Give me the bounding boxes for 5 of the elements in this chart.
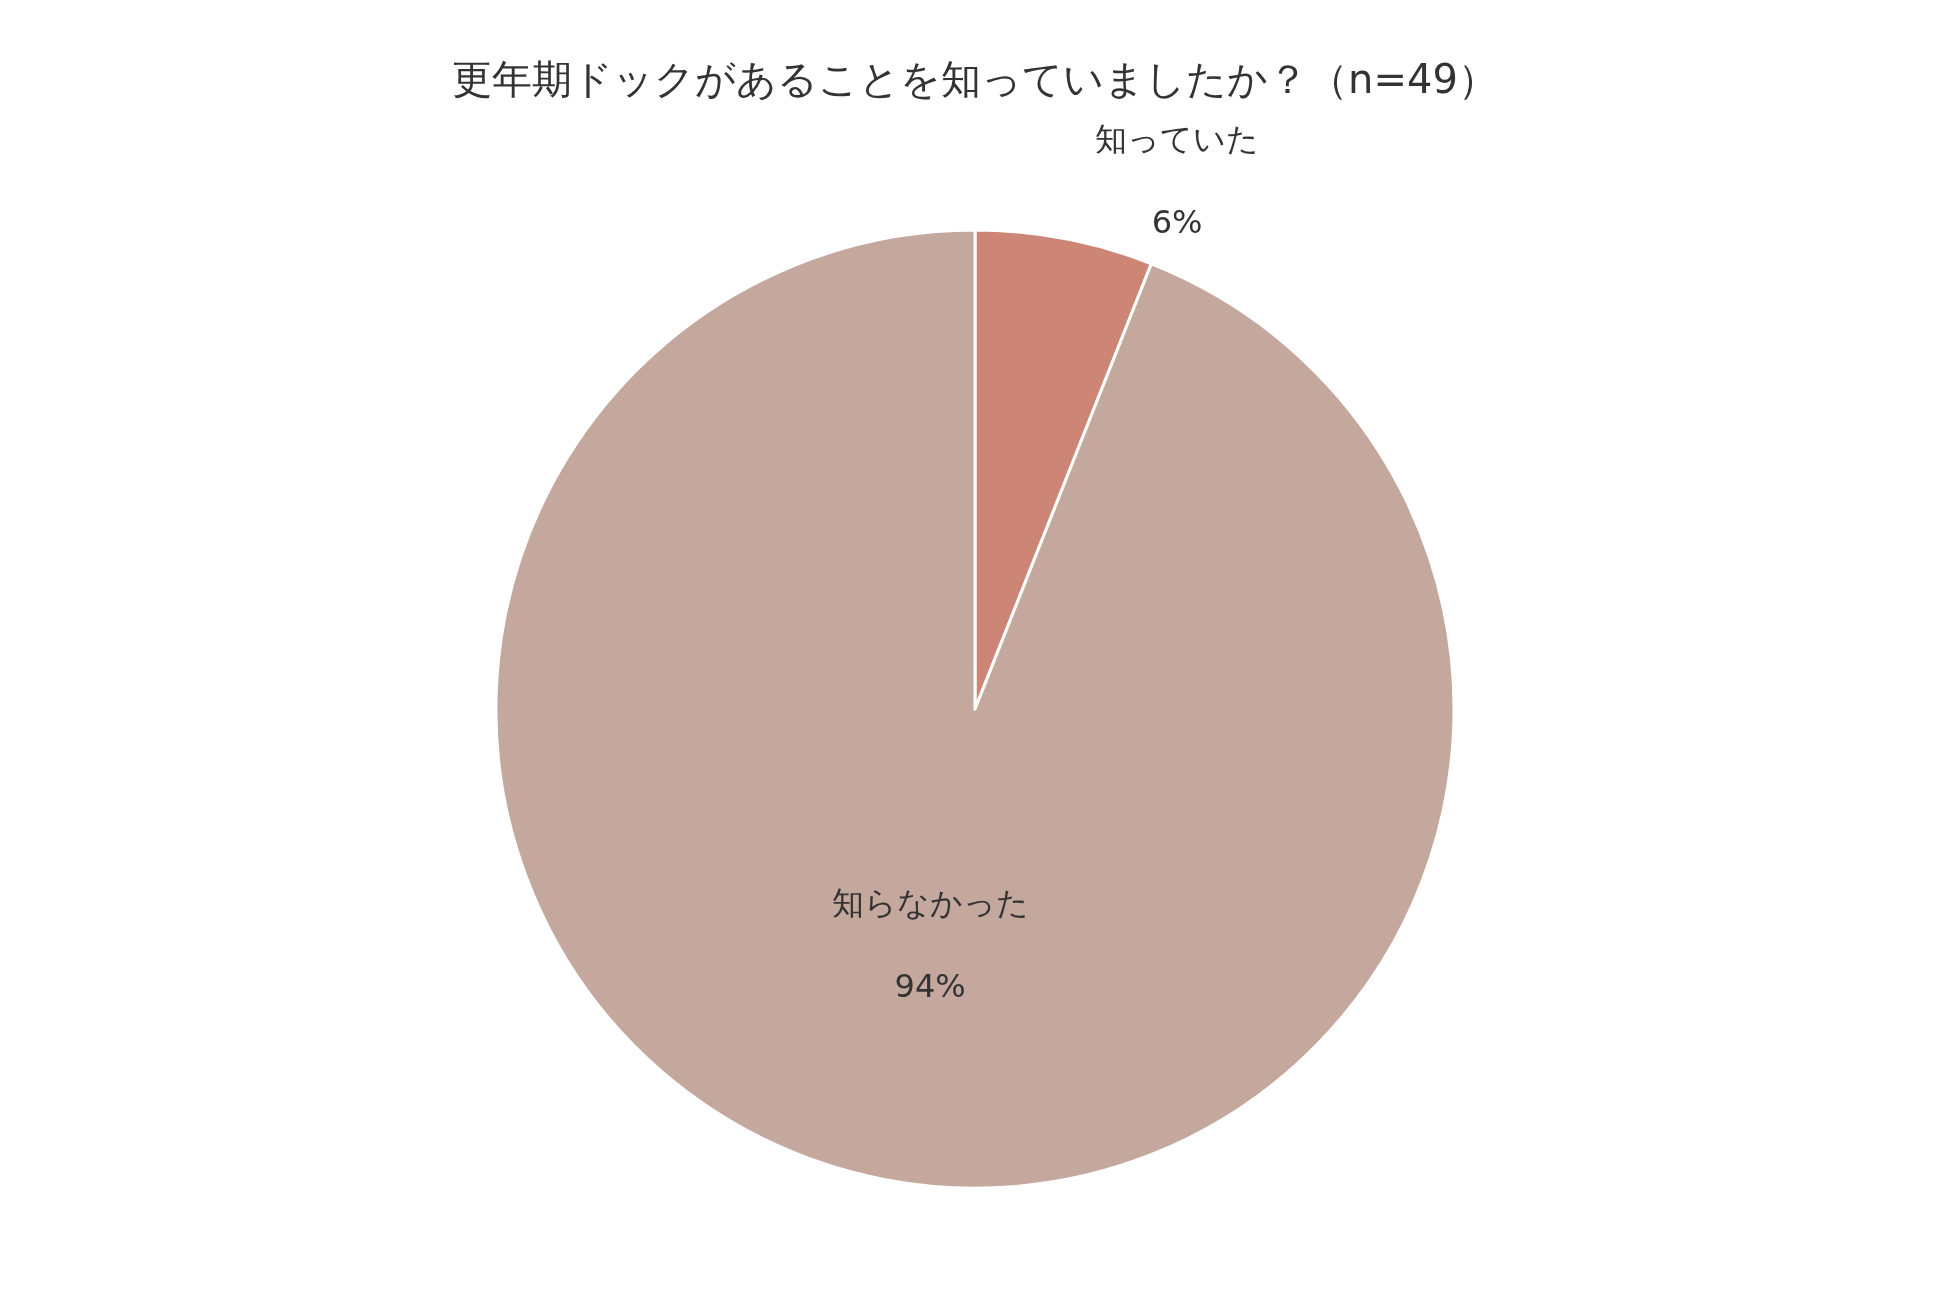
- chart-title: 更年期ドックがあることを知っていましたか？（n=49）: [452, 56, 1498, 102]
- slice-label: 知らなかった: [831, 883, 1029, 922]
- data-label: 6%: [1151, 202, 1203, 241]
- data-label: 94%: [894, 967, 966, 1006]
- slice-label: 知っていた: [1095, 119, 1260, 158]
